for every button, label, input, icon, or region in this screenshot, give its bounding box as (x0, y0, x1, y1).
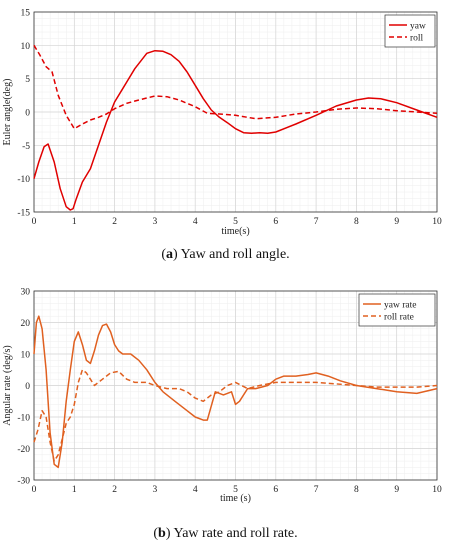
legend-label: roll (410, 34, 424, 44)
series-line-roll-rate (33, 369, 438, 462)
y-tick-label: 10 (21, 42, 31, 52)
x-tick-label: 9 (394, 217, 399, 227)
series-line-yaw (33, 49, 438, 211)
x-tick-label: 10 (432, 485, 442, 495)
y-tick-label: 0 (25, 382, 30, 392)
y-tick-label: -15 (17, 209, 30, 219)
x-tick-label: 2 (112, 485, 117, 495)
x-tick-label: 9 (394, 485, 399, 495)
y-tick-label: 5 (25, 75, 30, 85)
y-tick-label: -20 (17, 445, 30, 455)
y-tick-label: 20 (21, 319, 31, 329)
x-tick-label: 4 (193, 217, 198, 227)
caption-a-tag: a (166, 247, 173, 262)
caption-b-text: Yaw rate and roll rate. (170, 526, 298, 541)
x-tick-label: 7 (314, 485, 319, 495)
x-tick-label: 8 (354, 217, 359, 227)
x-axis-label: time (s) (220, 493, 251, 504)
y-tick-label: -5 (22, 142, 30, 152)
x-tick-label: 10 (432, 217, 442, 227)
y-tick-label: 15 (21, 9, 31, 19)
plot-frame (33, 11, 438, 213)
legend-label: yaw (410, 22, 426, 32)
x-axis-label: time(s) (221, 226, 249, 237)
x-tick-label: 7 (314, 217, 319, 227)
y-tick-label: -10 (17, 414, 30, 424)
x-tick-label: 3 (153, 217, 158, 227)
x-tick-label: 1 (72, 485, 77, 495)
y-tick-label: -10 (17, 175, 30, 185)
x-tick-label: 2 (112, 217, 117, 227)
caption-a: (a) Yaw and roll angle. (161, 247, 290, 262)
x-tick-label: 5 (233, 217, 238, 227)
y-tick-label: 30 (21, 288, 31, 298)
x-tick-label: 6 (273, 217, 278, 227)
y-tick-label: -30 (17, 477, 30, 487)
legend-label: yaw rate (384, 301, 416, 311)
x-tick-label: 3 (153, 485, 158, 495)
series-line-roll (33, 44, 438, 130)
x-tick-label: 6 (273, 485, 278, 495)
legend-box (384, 14, 436, 48)
y-tick-label: 10 (21, 351, 31, 361)
x-tick-label: 1 (72, 217, 77, 227)
legend-label: roll rate (384, 313, 414, 323)
x-tick-label: 0 (32, 485, 37, 495)
caption-b: (b) Yaw rate and roll rate. (153, 526, 298, 541)
x-tick-label: 8 (354, 485, 359, 495)
y-axis-label: Euler angle(deg) (2, 79, 13, 146)
chart-b: 0 1 2 3 4 5 6 7 8 9 10 -30 -20 -10 0 10 20 30 time (s) Angu… (2, 288, 442, 505)
caption-a-text: Yaw and roll angle. (177, 247, 290, 262)
series-line-yaw-rate (33, 315, 438, 469)
caption-b-tag: b (158, 526, 166, 541)
legend-box (358, 293, 436, 327)
y-tick-label: 0 (25, 109, 30, 119)
x-tick-label: 4 (193, 485, 198, 495)
x-tick-label: 0 (32, 217, 37, 227)
y-axis-label: Angular rate (deg/s) (2, 345, 13, 426)
x-tick-label: 5 (233, 485, 238, 495)
chart-a: 0 1 2 3 4 5 6 7 8 9 10 -15 -10 -5 0 5 10 15 time(s) Euler a… (2, 9, 442, 238)
